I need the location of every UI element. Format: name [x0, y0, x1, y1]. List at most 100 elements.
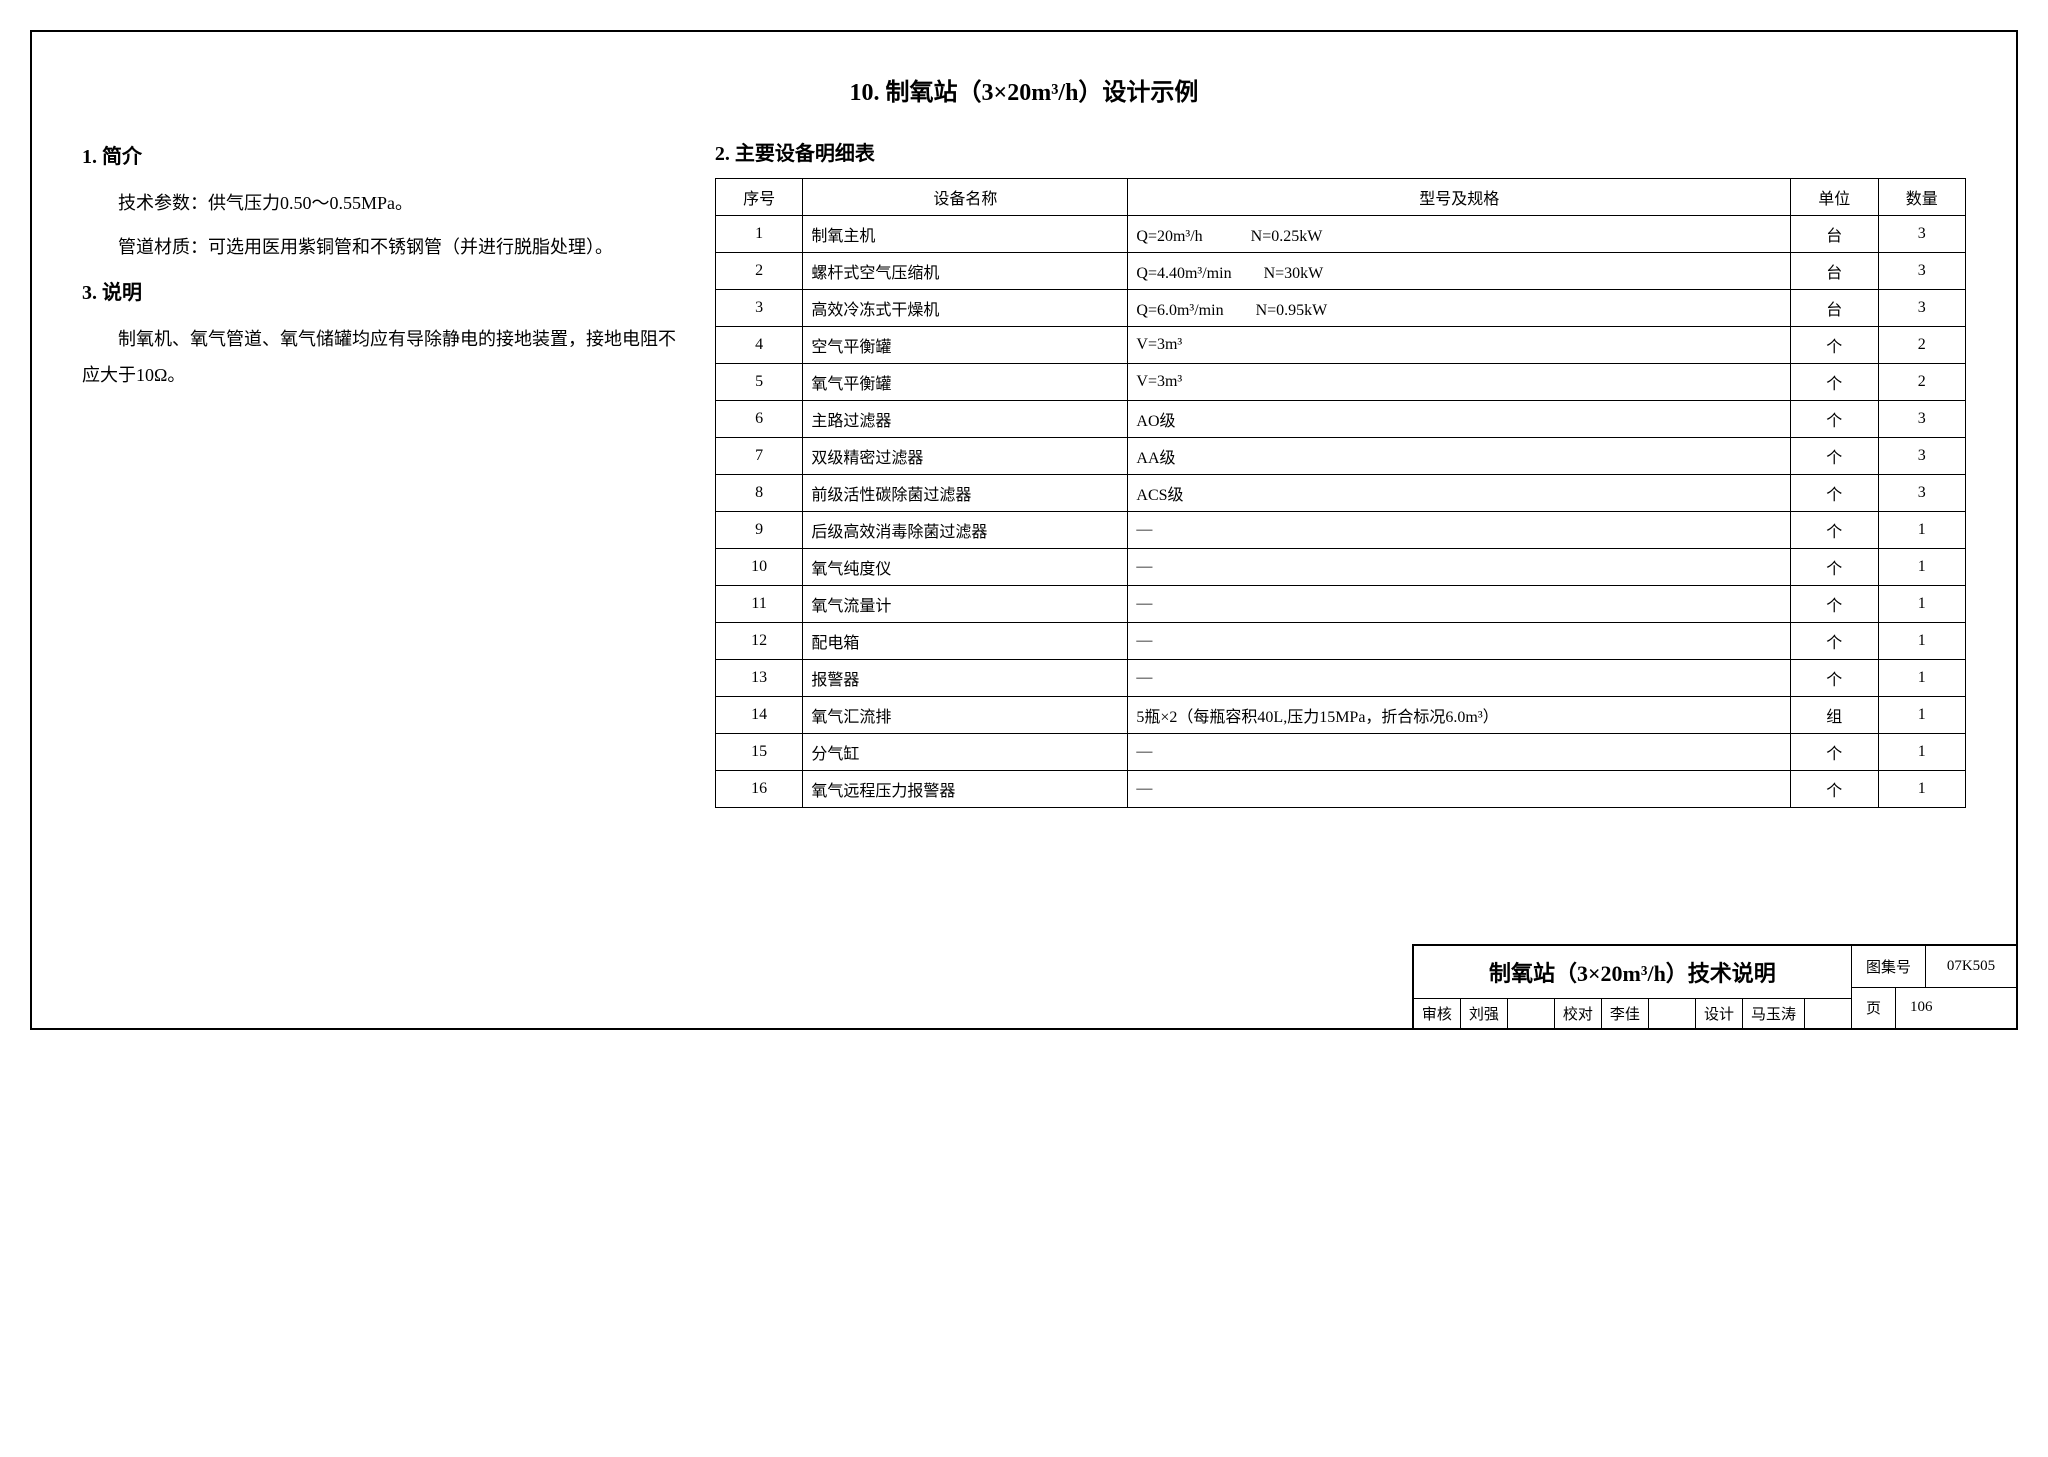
- cell-name: 制氧主机: [803, 216, 1128, 253]
- cell-unit: 台: [1791, 253, 1879, 290]
- cell-no: 15: [715, 734, 803, 771]
- review-label: 审核: [1414, 999, 1461, 1028]
- cell-unit: 个: [1791, 660, 1879, 697]
- cell-no: 7: [715, 438, 803, 475]
- cell-qty: 3: [1878, 401, 1966, 438]
- th-no: 序号: [715, 179, 803, 216]
- cell-spec: —: [1128, 623, 1791, 660]
- cell-unit: 个: [1791, 623, 1879, 660]
- cell-name: 氧气平衡罐: [803, 364, 1128, 401]
- cell-spec: V=3m³: [1128, 327, 1791, 364]
- cell-no: 12: [715, 623, 803, 660]
- equipment-table: 序号 设备名称 型号及规格 单位 数量 1制氧主机Q=20m³/h N=0.25…: [715, 178, 1966, 808]
- review-name: 刘强: [1461, 999, 1508, 1028]
- cell-no: 9: [715, 512, 803, 549]
- design-name: 马玉涛: [1743, 999, 1805, 1028]
- title-block-right: 图集号 07K505 页 106: [1852, 946, 2016, 1028]
- table-row: 15分气缸—个1: [715, 734, 1965, 771]
- cell-spec: ACS级: [1128, 475, 1791, 512]
- cell-no: 4: [715, 327, 803, 364]
- cell-spec: Q=4.40m³/min N=30kW: [1128, 253, 1791, 290]
- cell-qty: 1: [1878, 586, 1966, 623]
- cell-spec: —: [1128, 512, 1791, 549]
- signature-row: 审核 刘强 校对 李佳 设计 马玉涛: [1414, 999, 1852, 1028]
- atlas-row: 图集号 07K505: [1852, 946, 2016, 988]
- review-sign: [1508, 999, 1555, 1028]
- main-title: 10. 制氧站（3×20m³/h）设计示例: [82, 72, 1966, 107]
- cell-name: 主路过滤器: [803, 401, 1128, 438]
- cell-unit: 台: [1791, 216, 1879, 253]
- cell-name: 后级高效消毒除菌过滤器: [803, 512, 1128, 549]
- cell-name: 氧气汇流排: [803, 697, 1128, 734]
- table-row: 6主路过滤器AO级个3: [715, 401, 1965, 438]
- cell-no: 11: [715, 586, 803, 623]
- cell-unit: 个: [1791, 586, 1879, 623]
- cell-spec: —: [1128, 771, 1791, 808]
- cell-name: 分气缸: [803, 734, 1128, 771]
- table-header-row: 序号 设备名称 型号及规格 单位 数量: [715, 179, 1965, 216]
- left-column: 1. 简介 技术参数：供气压力0.50～0.55MPa。 管道材质：可选用医用紫…: [82, 137, 685, 808]
- table-row: 13报警器—个1: [715, 660, 1965, 697]
- title-block-left: 制氧站（3×20m³/h）技术说明 审核 刘强 校对 李佳 设计 马玉涛: [1414, 946, 1852, 1028]
- cell-unit: 个: [1791, 771, 1879, 808]
- cell-spec: —: [1128, 734, 1791, 771]
- table-row: 14氧气汇流排5瓶×2（每瓶容积40L,压力15MPa，折合标况6.0m³）组1: [715, 697, 1965, 734]
- cell-unit: 个: [1791, 734, 1879, 771]
- cell-spec: AA级: [1128, 438, 1791, 475]
- table-row: 3高效冷冻式干燥机Q=6.0m³/min N=0.95kW台3: [715, 290, 1965, 327]
- cell-spec: V=3m³: [1128, 364, 1791, 401]
- cell-spec: —: [1128, 549, 1791, 586]
- cell-no: 3: [715, 290, 803, 327]
- cell-spec: AO级: [1128, 401, 1791, 438]
- cell-qty: 2: [1878, 364, 1966, 401]
- table-row: 1制氧主机Q=20m³/h N=0.25kW台3: [715, 216, 1965, 253]
- section1-heading: 1. 简介: [82, 137, 685, 177]
- table-row: 11氧气流量计—个1: [715, 586, 1965, 623]
- cell-unit: 个: [1791, 364, 1879, 401]
- section2-heading: 2. 主要设备明细表: [715, 137, 1966, 166]
- cell-name: 氧气纯度仪: [803, 549, 1128, 586]
- cell-no: 5: [715, 364, 803, 401]
- cell-name: 螺杆式空气压缩机: [803, 253, 1128, 290]
- cell-spec: Q=20m³/h N=0.25kW: [1128, 216, 1791, 253]
- cell-name: 配电箱: [803, 623, 1128, 660]
- table-row: 10氧气纯度仪—个1: [715, 549, 1965, 586]
- cell-no: 13: [715, 660, 803, 697]
- section1-p2: 管道材质：可选用医用紫铜管和不锈钢管（并进行脱脂处理）。: [82, 229, 685, 265]
- cell-qty: 1: [1878, 623, 1966, 660]
- cell-unit: 个: [1791, 401, 1879, 438]
- cell-qty: 3: [1878, 216, 1966, 253]
- cell-unit: 个: [1791, 549, 1879, 586]
- cell-unit: 台: [1791, 290, 1879, 327]
- cell-unit: 组: [1791, 697, 1879, 734]
- cell-qty: 1: [1878, 734, 1966, 771]
- section3-p1: 制氧机、氧气管道、氧气储罐均应有导除静电的接地装置，接地电阻不应大于10Ω。: [82, 321, 685, 393]
- cell-no: 6: [715, 401, 803, 438]
- cell-name: 高效冷冻式干燥机: [803, 290, 1128, 327]
- cell-no: 8: [715, 475, 803, 512]
- cell-spec: Q=6.0m³/min N=0.95kW: [1128, 290, 1791, 327]
- cell-name: 双级精密过滤器: [803, 438, 1128, 475]
- cell-qty: 1: [1878, 771, 1966, 808]
- drawing-title: 制氧站（3×20m³/h）技术说明: [1414, 946, 1852, 999]
- cell-qty: 2: [1878, 327, 1966, 364]
- cell-qty: 3: [1878, 475, 1966, 512]
- cell-qty: 3: [1878, 290, 1966, 327]
- cell-qty: 1: [1878, 697, 1966, 734]
- page-row: 页 106: [1852, 988, 2016, 1029]
- table-row: 2螺杆式空气压缩机Q=4.40m³/min N=30kW台3: [715, 253, 1965, 290]
- cell-name: 氧气远程压力报警器: [803, 771, 1128, 808]
- cell-unit: 个: [1791, 475, 1879, 512]
- check-sign: [1649, 999, 1696, 1028]
- cell-no: 2: [715, 253, 803, 290]
- cell-qty: 1: [1878, 512, 1966, 549]
- table-row: 9后级高效消毒除菌过滤器—个1: [715, 512, 1965, 549]
- cell-qty: 1: [1878, 660, 1966, 697]
- th-spec: 型号及规格: [1128, 179, 1791, 216]
- table-row: 4空气平衡罐V=3m³个2: [715, 327, 1965, 364]
- cell-spec: 5瓶×2（每瓶容积40L,压力15MPa，折合标况6.0m³）: [1128, 697, 1791, 734]
- cell-name: 空气平衡罐: [803, 327, 1128, 364]
- check-name: 李佳: [1602, 999, 1649, 1028]
- cell-unit: 个: [1791, 512, 1879, 549]
- table-row: 8前级活性碳除菌过滤器ACS级个3: [715, 475, 1965, 512]
